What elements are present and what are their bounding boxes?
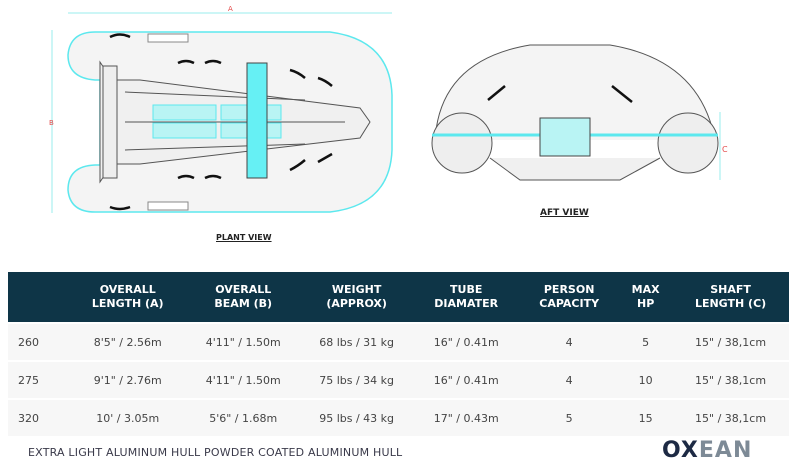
table-cell: 260	[8, 322, 69, 361]
table-cell: 15" / 38,1cm	[672, 360, 789, 399]
table-cell: 16" / 0.41m	[413, 322, 520, 361]
table-cell: 8'5" / 2.56m	[69, 322, 187, 361]
dim-a: A	[228, 5, 233, 13]
table-cell: 15	[619, 398, 673, 436]
plant-view-label: PLANT VIEW	[216, 233, 272, 242]
table-cell: 275	[8, 360, 69, 399]
table-row: 320 10' / 3.05m 5'6" / 1.68m 95 lbs / 43 kg…	[8, 398, 789, 436]
table-cell: 5	[619, 322, 673, 361]
table-cell: 4'11" / 1.50m	[186, 360, 300, 399]
dim-c: C	[722, 145, 728, 154]
column-header: SHAFT LENGTH (C)	[672, 272, 789, 323]
table-cell: 9'1" / 2.76m	[69, 360, 187, 399]
table-cell: 4'11" / 1.50m	[186, 322, 300, 361]
table-cell: 10' / 3.05m	[69, 398, 187, 436]
table-cell: 15" / 38,1cm	[672, 398, 789, 436]
table-cell: 4	[519, 322, 620, 361]
column-header: PERSON CAPACITY	[519, 272, 620, 323]
table-row: 260 8'5" / 2.56m 4'11" / 1.50m 68 lbs / 31 …	[8, 322, 789, 361]
table-cell: 10	[619, 360, 673, 399]
column-header: MAX HP	[619, 272, 673, 323]
table-cell: 5'6" / 1.68m	[186, 398, 300, 436]
specs-table: OVERALL LENGTH (A) OVERALL BEAM (B) WEIGHT (A…	[8, 272, 789, 436]
footer-text: EXTRA LIGHT ALUMINUM HULL POWDER COATED …	[28, 446, 403, 459]
column-header: OVERALL BEAM (B)	[186, 272, 300, 323]
dim-b: B	[49, 119, 54, 127]
table-cell: 95 lbs / 43 kg	[300, 398, 414, 436]
column-header: OVERALL LENGTH (A)	[69, 272, 187, 323]
column-header	[8, 272, 69, 323]
table-cell: 5	[519, 398, 620, 436]
table-cell: 320	[8, 398, 69, 436]
table-cell: 68 lbs / 31 kg	[300, 322, 414, 361]
column-header: WEIGHT (APPROX)	[300, 272, 414, 323]
boat-drawings: A B C	[49, 5, 728, 213]
table-row: 275 9'1" / 2.76m 4'11" / 1.50m 75 lbs / 34 …	[8, 360, 789, 399]
oxean-logo: OXEAN	[662, 438, 753, 463]
table-cell: 15" / 38,1cm	[672, 322, 789, 361]
table-cell: 75 lbs / 34 kg	[300, 360, 414, 399]
plant-view-drawing: A B	[49, 5, 393, 213]
table-cell: 16" / 0.41m	[413, 360, 520, 399]
column-header: TUBE DIAMATER	[413, 272, 520, 323]
table-cell: 17" / 0.43m	[413, 398, 520, 436]
aft-view-drawing: C	[431, 44, 728, 181]
table-cell: 4	[519, 360, 620, 399]
aft-view-label: AFT VIEW	[540, 208, 589, 218]
